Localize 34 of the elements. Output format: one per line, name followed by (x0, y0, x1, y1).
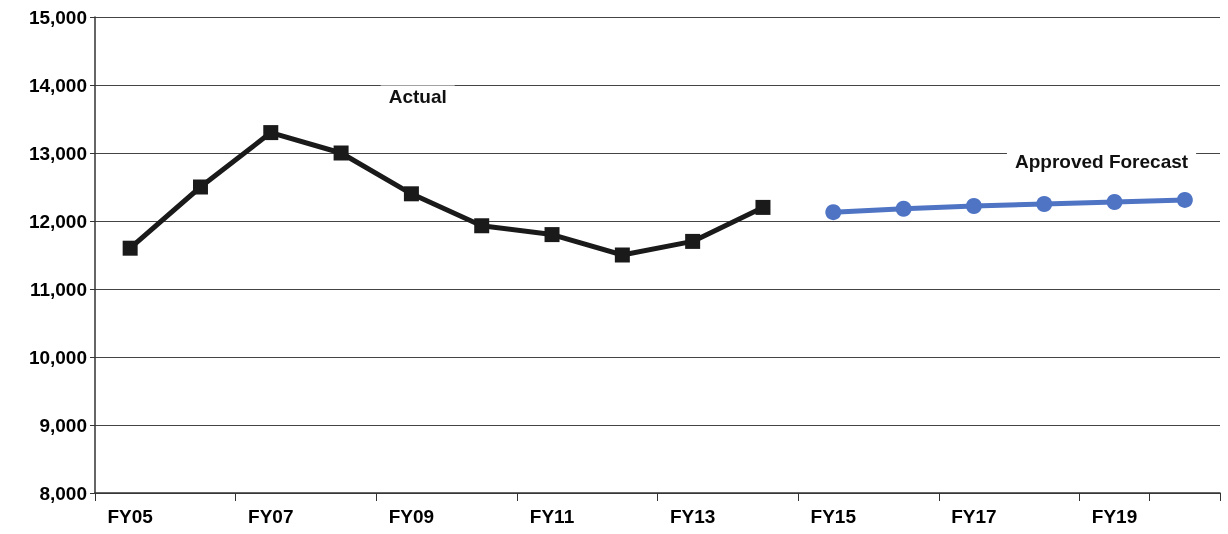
x-tick-label: FY13 (669, 506, 716, 527)
point (333, 145, 349, 161)
x-tick-label: FY07 (248, 506, 294, 527)
y-tick-label: 13,000 (28, 142, 87, 164)
x-tick-label: FY17 (951, 506, 997, 527)
point (685, 233, 701, 249)
point (825, 204, 842, 221)
point (965, 198, 982, 215)
y-tick-label: 14,000 (28, 74, 87, 96)
point (192, 179, 208, 195)
text: Actual (388, 86, 447, 108)
x-tick-label: FY05 (107, 506, 154, 527)
point (263, 125, 279, 141)
y-tick-label: 11,000 (29, 278, 87, 300)
point (1036, 196, 1053, 212)
point (474, 218, 490, 234)
y-tick-label: 9,000 (39, 414, 87, 436)
point (614, 247, 630, 263)
point (1176, 191, 1193, 208)
point (122, 240, 138, 256)
point (1106, 193, 1123, 210)
y-tick-label: 15,000 (28, 6, 87, 28)
point (544, 227, 560, 243)
point (755, 199, 771, 215)
x-tick-label: FY09 (388, 506, 435, 527)
x-tick-label: FY11 (529, 506, 575, 527)
point (895, 200, 912, 217)
x-tick-label: FY19 (1091, 506, 1138, 527)
y-tick-label: 10,000 (28, 346, 87, 368)
series-label: Approved Forecast (1014, 150, 1189, 172)
y-tick-label: 12,000 (28, 210, 87, 232)
point (403, 186, 419, 202)
y-tick-label: 8,000 (39, 482, 87, 504)
x-tick-label: FY15 (810, 506, 857, 527)
